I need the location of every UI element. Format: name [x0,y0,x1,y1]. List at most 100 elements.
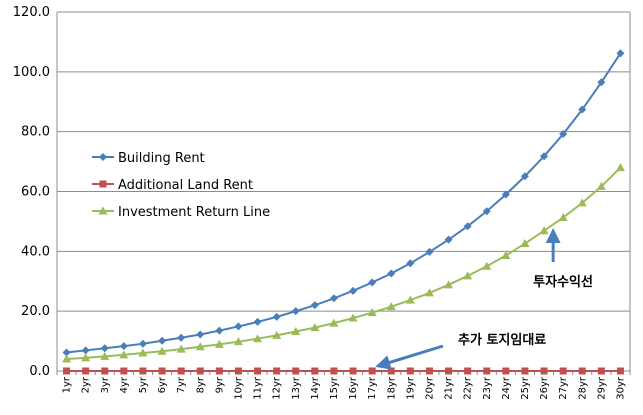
data-point [63,367,71,375]
data-point [463,271,473,280]
data-point [578,367,586,375]
data-point [177,333,186,342]
data-point [520,239,530,248]
data-point [501,190,510,199]
data-point [215,326,224,335]
x-tick-label: 29yr [596,376,607,400]
data-point [444,280,454,289]
data-point [483,367,491,375]
x-tick-label: 14yr [310,376,321,400]
x-tick-label: 24yr [501,376,512,400]
data-point [272,312,281,321]
data-point [195,342,205,351]
data-point [292,367,300,375]
data-point [62,348,71,357]
data-point [444,235,453,244]
data-point [100,351,110,360]
data-point [577,198,587,207]
data-point [425,367,433,375]
data-point [368,278,377,287]
x-tick-label: 19yr [405,376,416,400]
data-point [215,367,223,375]
x-tick-label: 12yr [272,376,283,400]
data-point [501,251,511,260]
data-point [176,344,186,353]
data-point [291,327,301,336]
x-tick-label: 3yr [100,376,111,393]
x-tick-label: 7yr [176,376,187,393]
y-tick-label: 120.0 [13,5,50,20]
data-point [291,307,300,316]
data-point [596,181,606,190]
data-point [196,367,204,375]
x-tick-label: 28yr [577,376,588,400]
x-tick-label: 17yr [367,376,378,400]
data-point [138,339,147,348]
data-point [214,339,224,348]
data-point [559,130,568,139]
legend-swatch-marker [99,180,107,188]
x-tick-label: 9yr [214,376,225,393]
data-point [234,367,242,375]
data-point [62,354,72,363]
data-point [310,301,319,310]
x-tick-label: 15yr [329,376,340,400]
data-point [82,367,90,375]
x-tick-label: 6yr [157,376,168,393]
data-point [253,334,263,343]
series-layer [62,49,625,375]
data-point [597,78,606,87]
data-point [196,330,205,339]
data-point [272,330,282,339]
data-point [424,288,434,297]
axis-layer: 0.0 20.0 40.0 60.0 80.0 100.0 120.0 1yr 2yr 3yr 4y… [13,5,631,400]
data-point [425,247,434,256]
series-line [66,52,622,354]
y-tick-label: 40.0 [21,244,50,259]
data-point [482,261,492,270]
data-point [520,172,529,181]
x-tick-label: 25yr [520,376,531,400]
series-line [66,166,622,361]
y-tick-label: 0.0 [29,364,50,379]
data-point [139,367,147,375]
data-point [578,105,587,114]
data-point [367,308,377,317]
legend-label: Investment Return Line [118,205,270,220]
data-point [558,213,568,222]
data-point [387,367,395,375]
y-tick-label: 20.0 [21,304,50,319]
x-tick-label: 10yr [233,376,244,400]
data-point [597,367,605,375]
data-point [348,313,358,322]
legend: Building Rent Additional Land Rent Investm… [92,151,270,220]
data-point [502,367,510,375]
data-point [311,367,319,375]
x-tick-label: 21yr [444,376,455,400]
data-point [387,269,396,278]
data-point [119,342,128,351]
data-point [616,49,625,58]
data-point [177,367,185,375]
data-point [81,353,91,362]
x-tick-label: 5yr [138,376,149,393]
x-tick-label: 16yr [348,376,359,400]
data-point [253,317,262,326]
series-2 [62,163,625,363]
data-point [138,348,148,357]
data-point [101,367,109,375]
data-point [368,367,376,375]
legend-label: Additional Land Rent [118,178,253,193]
y-tick-label: 60.0 [21,185,50,200]
data-point [349,367,357,375]
x-tick-label: 18yr [386,376,397,400]
data-point [273,367,281,375]
data-point [521,367,529,375]
data-point [482,207,491,216]
x-tick-label: 1yr [62,376,73,393]
data-point [616,367,624,375]
x-tick-label: 13yr [291,376,302,400]
legend-label: Building Rent [118,151,205,166]
